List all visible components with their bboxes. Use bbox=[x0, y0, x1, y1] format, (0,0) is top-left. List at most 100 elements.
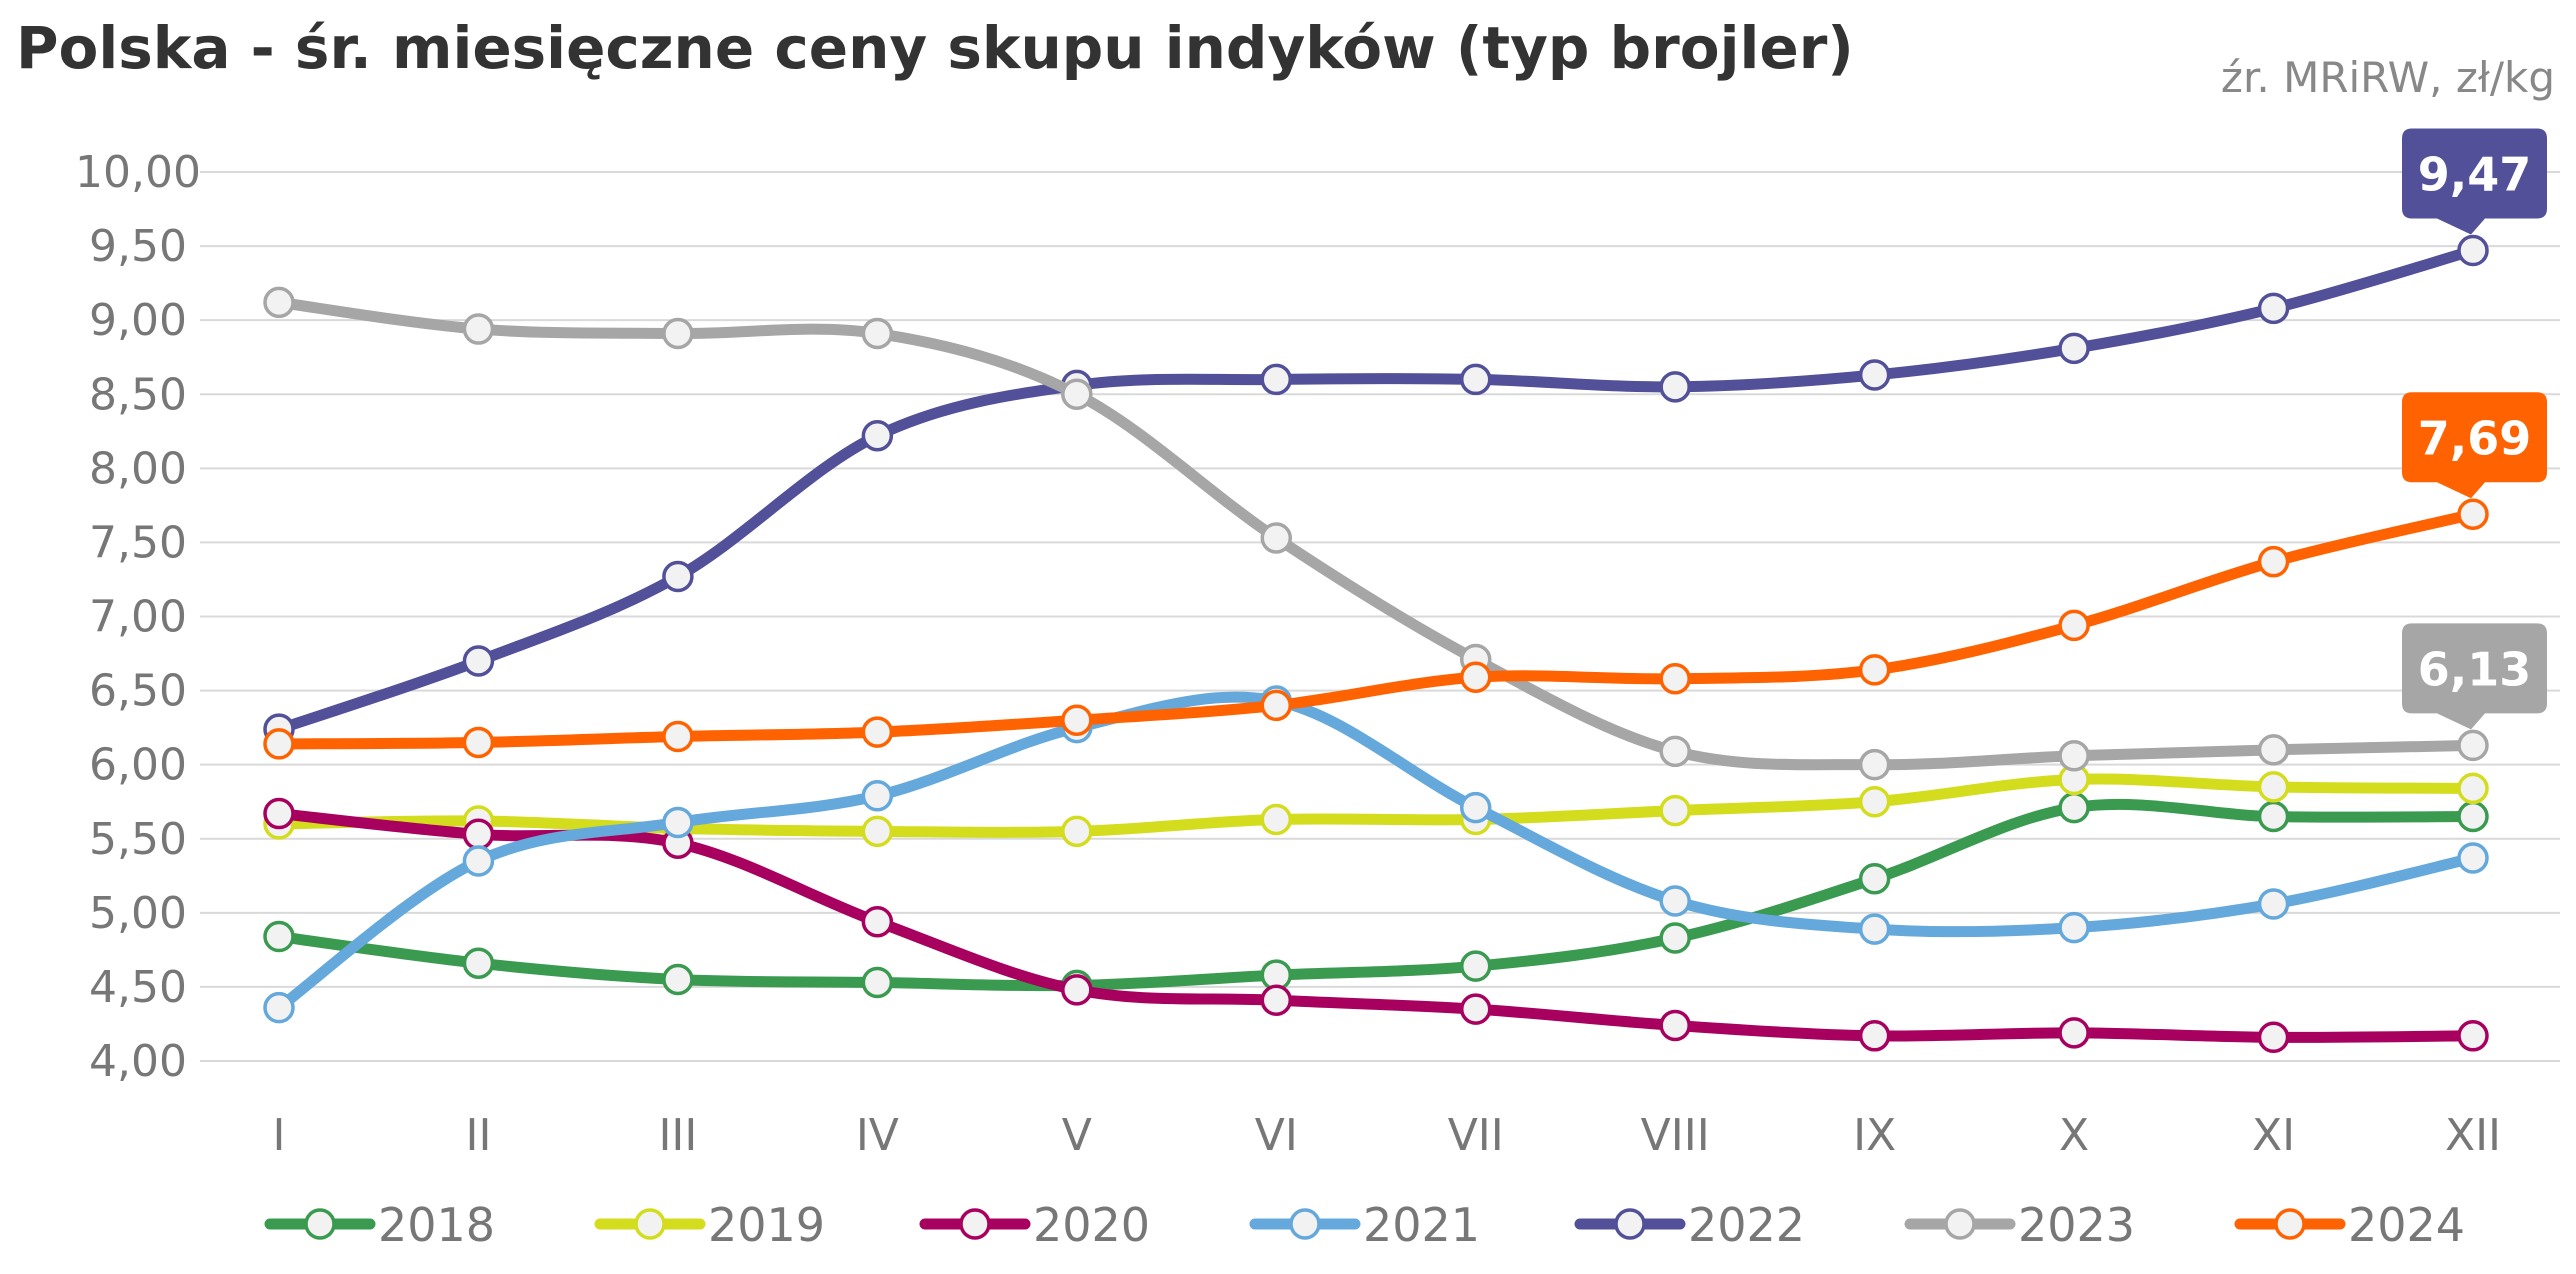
data-point bbox=[1459, 950, 1492, 982]
x-axis: I II III IV V VI VII VIII IX X XI XII bbox=[273, 1110, 2502, 1161]
callout-box bbox=[2402, 128, 2547, 235]
data-point bbox=[2457, 772, 2489, 805]
data-point bbox=[263, 920, 295, 953]
data-point bbox=[1459, 791, 1492, 824]
data-point bbox=[1858, 913, 1891, 945]
data-point bbox=[263, 991, 295, 1024]
x-tick-label: XII bbox=[2445, 1110, 2501, 1161]
y-tick-label: 10,00 bbox=[75, 147, 201, 198]
data-point bbox=[861, 317, 894, 350]
data-point bbox=[2257, 292, 2290, 325]
data-point bbox=[2457, 234, 2489, 267]
callouts: 9,47 7,69 6,13 bbox=[2402, 128, 2547, 730]
legend-item-2024: 2024 bbox=[2234, 1198, 2465, 1252]
data-point bbox=[1659, 794, 1691, 827]
data-point bbox=[462, 726, 495, 759]
y-tick-label: 8,50 bbox=[89, 369, 187, 420]
data-point bbox=[1459, 363, 1492, 396]
data-point bbox=[263, 286, 295, 319]
y-tick-label: 4,50 bbox=[89, 962, 187, 1013]
legend-item-2021: 2021 bbox=[1249, 1198, 1480, 1252]
data-point bbox=[263, 728, 295, 760]
chart-title: Polska - śr. miesięczne ceny skupu indyk… bbox=[16, 14, 1854, 82]
legend-marker bbox=[1944, 1208, 1976, 1240]
series-line-2020 bbox=[273, 808, 2479, 1043]
data-point bbox=[2457, 1020, 2489, 1052]
x-tick-label: IX bbox=[1853, 1110, 1896, 1161]
legend-marker bbox=[304, 1208, 336, 1240]
legend: 2018 2019 2020 2021 2022 2023 2024 bbox=[264, 1198, 2465, 1252]
data-point bbox=[462, 818, 495, 851]
data-point bbox=[662, 317, 694, 350]
callout-label: 9,47 bbox=[2418, 148, 2532, 202]
data-point bbox=[1858, 748, 1891, 781]
y-tick-label: 5,50 bbox=[89, 814, 187, 865]
data-point bbox=[2058, 740, 2090, 772]
data-point bbox=[2058, 791, 2090, 824]
data-point bbox=[861, 966, 894, 999]
data-point bbox=[1858, 1020, 1891, 1052]
x-tick-label: XI bbox=[2252, 1110, 2295, 1161]
data-point bbox=[662, 560, 694, 593]
series-2024 bbox=[263, 498, 2489, 760]
y-tick-label: 4,00 bbox=[89, 1036, 187, 1087]
data-point bbox=[2257, 800, 2290, 833]
y-tick-label: 7,50 bbox=[89, 517, 187, 568]
data-point bbox=[1061, 974, 1093, 1006]
legend-item-2022: 2022 bbox=[1574, 1198, 1805, 1252]
legend-item-2019: 2019 bbox=[594, 1198, 825, 1252]
data-point bbox=[2457, 498, 2489, 531]
data-point bbox=[2457, 800, 2489, 833]
legend-marker bbox=[1289, 1208, 1321, 1240]
callout-label: 6,13 bbox=[2418, 642, 2532, 696]
data-point bbox=[2257, 545, 2290, 578]
data-point bbox=[1659, 922, 1691, 954]
legend-label: 2022 bbox=[1688, 1198, 1805, 1252]
x-tick-label: I bbox=[273, 1110, 286, 1161]
data-point bbox=[2257, 1021, 2290, 1054]
legend-item-2018: 2018 bbox=[264, 1198, 495, 1252]
data-point bbox=[1659, 1009, 1691, 1042]
series-line-2022 bbox=[273, 245, 2479, 735]
y-axis: 4,00 4,50 5,00 5,50 6,00 6,50 7,00 7,50 8,00 8,50… bbox=[75, 147, 201, 1087]
y-tick-label: 7,00 bbox=[89, 592, 187, 643]
unit-label: źr. MRiRW, zł/kg bbox=[2221, 53, 2555, 102]
y-tick-label: 5,00 bbox=[89, 888, 187, 939]
series-lines bbox=[263, 234, 2489, 1054]
x-tick-label: VII bbox=[1448, 1110, 1504, 1161]
legend-label: 2018 bbox=[378, 1198, 495, 1252]
callout-box bbox=[2402, 623, 2547, 730]
series-line-2023 bbox=[273, 296, 2479, 771]
data-point bbox=[263, 797, 295, 830]
y-tick-label: 6,00 bbox=[89, 740, 187, 791]
x-tick-label: IV bbox=[856, 1110, 899, 1161]
data-point bbox=[1061, 704, 1093, 736]
callout-2024: 7,69 bbox=[2402, 392, 2547, 499]
data-point bbox=[662, 963, 694, 996]
data-point bbox=[1858, 785, 1891, 818]
data-point bbox=[1459, 661, 1492, 693]
x-tick-label: VIII bbox=[1641, 1110, 1710, 1161]
callout-2022: 9,47 bbox=[2402, 128, 2547, 235]
data-point bbox=[662, 806, 694, 839]
x-tick-label: V bbox=[1062, 1110, 1092, 1161]
data-point bbox=[2058, 1017, 2090, 1049]
x-tick-label: II bbox=[465, 1110, 491, 1161]
legend-marker bbox=[959, 1208, 991, 1240]
series-line-2024 bbox=[273, 508, 2479, 750]
series-line-2018 bbox=[273, 798, 2479, 992]
x-tick-label: VI bbox=[1255, 1110, 1298, 1161]
series-2018 bbox=[263, 791, 2489, 1002]
data-point bbox=[1061, 815, 1093, 848]
data-point bbox=[1260, 522, 1293, 554]
data-point bbox=[462, 313, 495, 345]
data-point bbox=[2058, 332, 2090, 365]
legend-marker bbox=[2274, 1208, 2306, 1240]
data-point bbox=[2058, 911, 2090, 944]
legend-label: 2021 bbox=[1363, 1198, 1480, 1252]
y-tick-label: 9,00 bbox=[89, 295, 187, 346]
x-tick-label: X bbox=[2059, 1110, 2089, 1161]
callout-box bbox=[2402, 392, 2547, 499]
data-point bbox=[1858, 359, 1891, 391]
